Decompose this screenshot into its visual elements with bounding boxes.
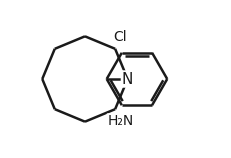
Text: H₂N: H₂N: [107, 114, 133, 128]
Text: N: N: [122, 72, 133, 86]
Text: Cl: Cl: [113, 30, 127, 44]
